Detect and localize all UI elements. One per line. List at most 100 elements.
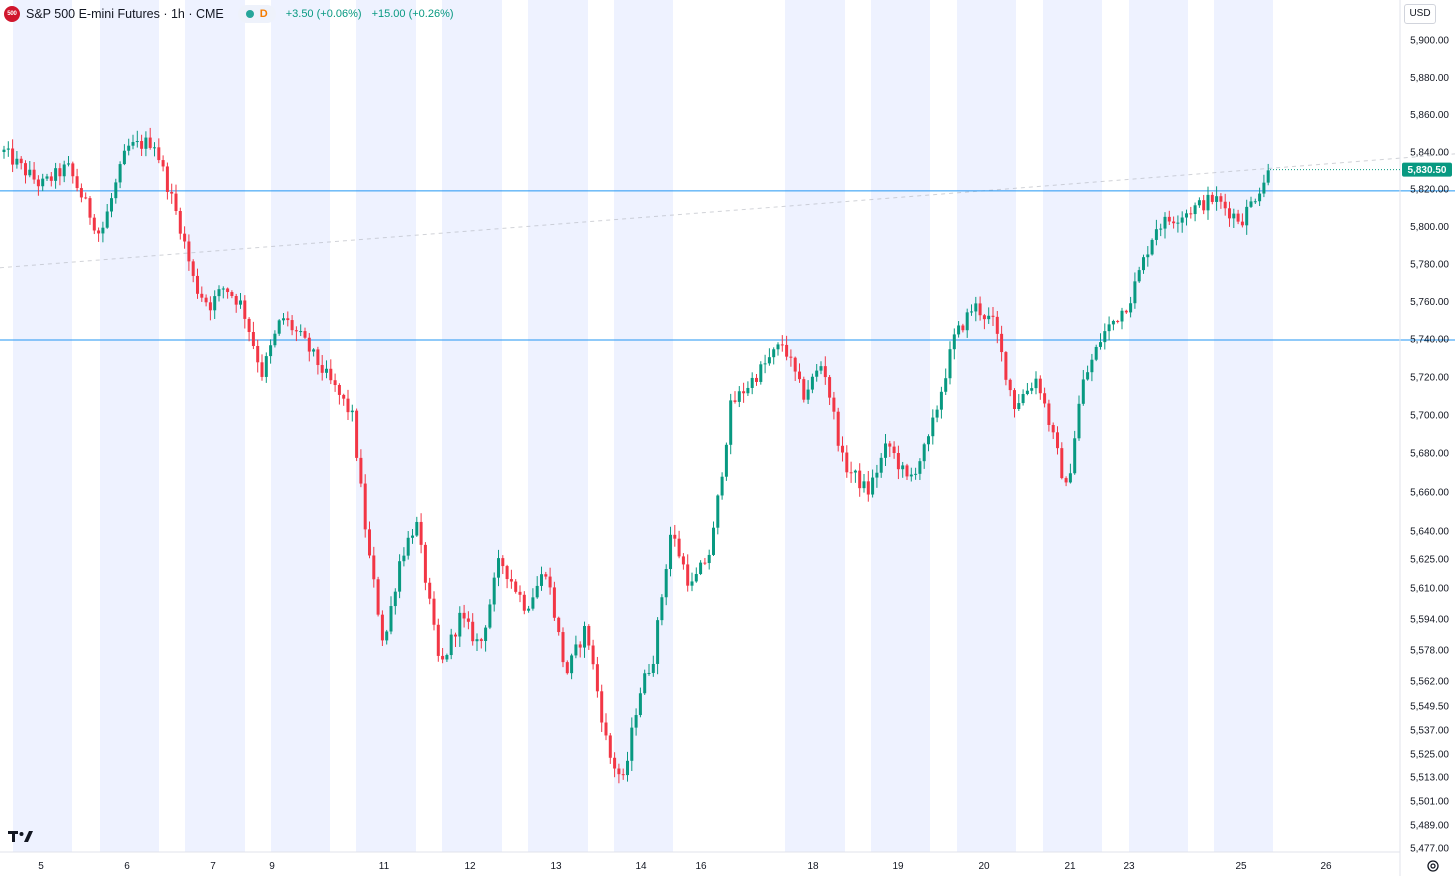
candle-down xyxy=(1043,393,1047,404)
price-tick-label: 5,820.00 xyxy=(1410,185,1449,196)
time-tick-label: 18 xyxy=(807,861,819,872)
candle-down xyxy=(505,566,509,580)
price-tick-label: 5,660.00 xyxy=(1410,488,1449,499)
candle-down xyxy=(92,217,96,231)
candle-down xyxy=(686,564,690,586)
candle-down xyxy=(75,176,79,189)
price-tick-label: 5,537.00 xyxy=(1410,726,1449,737)
candle-down xyxy=(501,558,505,567)
candle-up xyxy=(1103,331,1107,343)
candle-down xyxy=(789,356,793,358)
candle-up xyxy=(853,470,857,473)
candle-down xyxy=(286,318,290,321)
candle-down xyxy=(733,400,737,402)
candle-up xyxy=(690,581,694,586)
candle-up xyxy=(922,444,926,462)
session-band xyxy=(614,0,673,852)
candle-up xyxy=(1099,342,1102,347)
candle-up xyxy=(638,693,642,716)
candle-down xyxy=(595,664,599,692)
candle-down xyxy=(196,275,199,294)
candle-up xyxy=(1129,303,1133,313)
candle-up xyxy=(131,142,135,146)
candle-down xyxy=(591,645,595,665)
candle-down xyxy=(961,325,965,331)
currency-selector[interactable]: USD xyxy=(1404,4,1436,24)
candle-down xyxy=(462,612,466,619)
market-open-dot-icon xyxy=(245,10,254,18)
candle-down xyxy=(359,457,363,484)
candle-up xyxy=(664,569,668,598)
candle-up xyxy=(67,163,70,165)
candle-up xyxy=(101,227,105,234)
candle-down xyxy=(256,345,260,363)
candle-up xyxy=(488,604,492,628)
candle-down xyxy=(1202,200,1206,211)
candle-down xyxy=(681,556,685,565)
candle-up xyxy=(217,289,221,297)
candle-down xyxy=(793,357,797,372)
candle-down xyxy=(673,534,677,539)
candle-up xyxy=(965,312,969,331)
candle-up xyxy=(1159,228,1163,230)
candle-up xyxy=(1249,201,1253,207)
candle-up xyxy=(660,597,664,621)
tradingview-logo-icon[interactable] xyxy=(8,830,34,849)
candle-up xyxy=(626,760,629,776)
candle-down xyxy=(380,614,384,641)
symbol-badge[interactable]: 500 xyxy=(4,6,20,22)
status-letter: D xyxy=(259,8,268,20)
gear-icon[interactable] xyxy=(1426,859,1440,873)
candle-down xyxy=(849,472,853,474)
candle-up xyxy=(767,357,771,364)
candle-up xyxy=(62,164,66,177)
candle-up xyxy=(312,349,316,352)
candle-up xyxy=(1253,201,1257,203)
candle-down xyxy=(982,315,986,320)
candle-up xyxy=(350,410,354,413)
candle-up xyxy=(729,400,733,445)
time-tick-label: 14 xyxy=(635,861,647,872)
session-band xyxy=(271,0,330,852)
candle-up xyxy=(974,303,978,312)
candle-down xyxy=(183,233,187,242)
candle-up xyxy=(492,577,496,605)
candle-up xyxy=(720,476,724,496)
candle-up xyxy=(1137,270,1141,282)
candle-down xyxy=(565,662,569,674)
market-status[interactable]: D xyxy=(237,5,276,23)
candle-down xyxy=(466,618,470,622)
time-axis: 5 6 7 9 11 12 13 14 16 18 19 20 21 23 25 26 xyxy=(0,851,1400,872)
trend-line[interactable] xyxy=(0,153,1456,269)
candle-up xyxy=(918,461,922,474)
chart-title[interactable]: S&P 500 E-mini Futures · 1h · CME xyxy=(26,7,224,21)
candle-up xyxy=(1185,213,1188,218)
session-band xyxy=(957,0,1016,852)
candle-up xyxy=(1030,388,1034,391)
candle-up xyxy=(153,147,156,149)
candle-down xyxy=(621,774,625,776)
time-tick-label: 23 xyxy=(1123,861,1135,872)
candle-up xyxy=(1090,359,1094,373)
candle-up xyxy=(1068,473,1072,483)
price-tick-label: 5,680.00 xyxy=(1410,449,1449,460)
candle-down xyxy=(24,163,27,176)
time-tick-label: 11 xyxy=(379,861,390,872)
candle-up xyxy=(806,389,810,400)
candle-up xyxy=(406,537,410,556)
candle-down xyxy=(428,582,432,599)
candle-down xyxy=(991,315,995,317)
candle-down xyxy=(88,198,92,218)
candle-up xyxy=(1133,281,1137,304)
candle-up xyxy=(540,574,543,586)
candle-down xyxy=(604,722,608,736)
candle-down xyxy=(247,318,251,333)
candle-down xyxy=(518,591,522,595)
candle-down xyxy=(896,453,900,470)
session-band xyxy=(785,0,845,852)
candle-up xyxy=(634,715,638,728)
candle-up xyxy=(6,148,10,150)
candle-down xyxy=(243,300,247,319)
